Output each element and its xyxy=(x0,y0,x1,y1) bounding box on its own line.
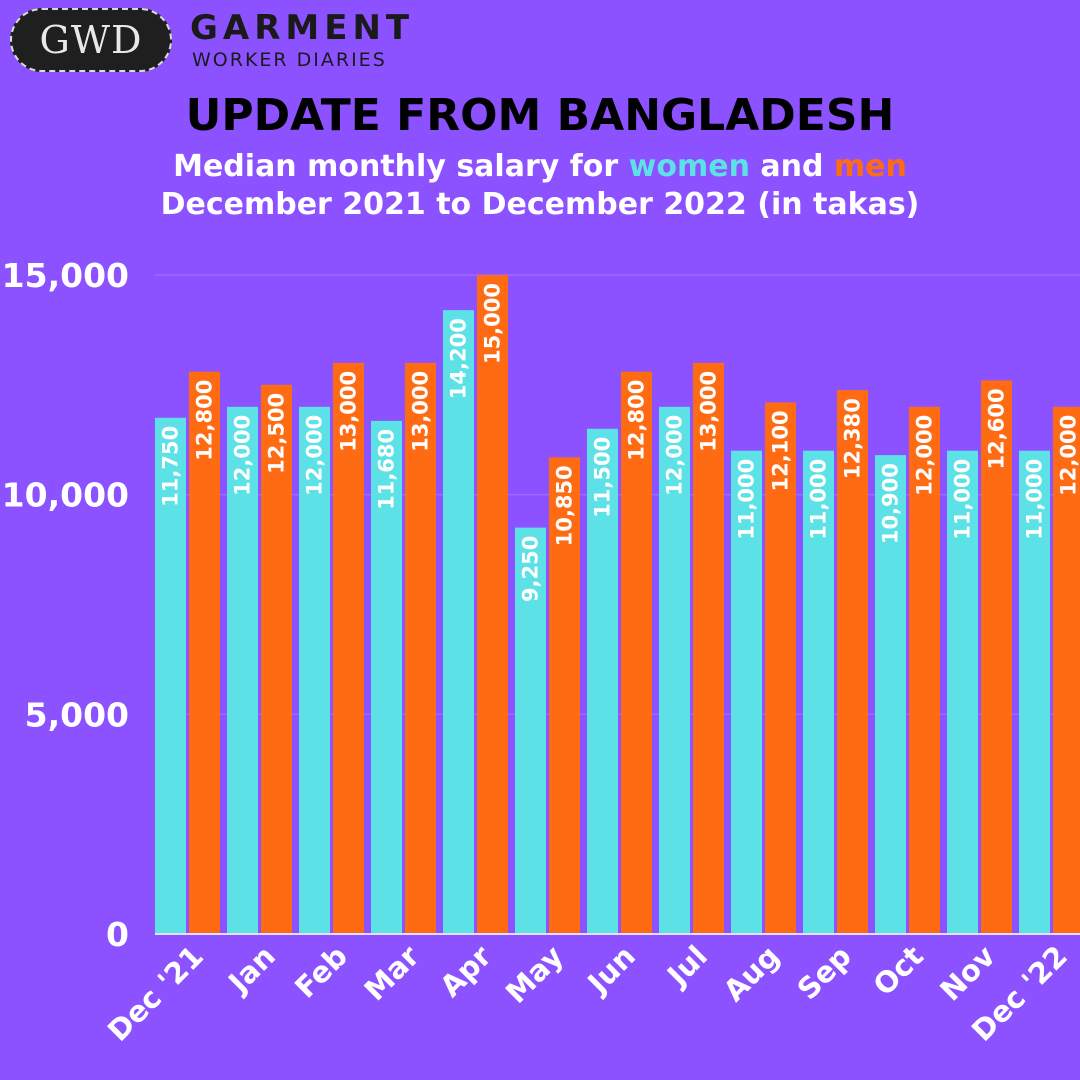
data-label-men: 13,000 xyxy=(337,371,361,452)
data-label-women: 11,500 xyxy=(591,437,615,518)
x-tick-label: Jul xyxy=(659,939,714,994)
brand-name: GARMENT xyxy=(190,8,415,48)
subtitle-line-1: Median monthly salary for women and men xyxy=(0,148,1080,186)
bar-men xyxy=(261,384,292,934)
x-tick-label: Dec '21 xyxy=(101,939,210,1048)
x-tick-label: May xyxy=(499,939,570,1010)
bar-women xyxy=(371,420,402,935)
data-label-women: 11,750 xyxy=(159,426,183,507)
data-label-men: 12,600 xyxy=(985,388,1009,469)
data-label-women: 10,900 xyxy=(879,463,903,544)
x-tick-label: Apr xyxy=(433,938,498,1003)
bar-women xyxy=(443,310,474,934)
page-headline: UPDATE FROM BANGLADESH xyxy=(185,90,895,141)
bar-women xyxy=(515,527,546,934)
subtitle-prefix: Median monthly salary for xyxy=(173,149,629,184)
bar-women xyxy=(227,406,258,934)
brand-subname: WORKER DIARIES xyxy=(192,49,387,71)
data-label-women: 12,000 xyxy=(663,415,687,496)
data-label-men: 12,100 xyxy=(769,410,793,491)
y-tick-label: 5,000 xyxy=(25,695,129,734)
logo-text: GWD xyxy=(39,18,143,62)
data-label-men: 12,800 xyxy=(625,380,649,461)
data-label-women: 11,000 xyxy=(1023,459,1047,540)
bar-men xyxy=(765,402,796,934)
data-label-men: 10,850 xyxy=(553,465,577,546)
bar-men xyxy=(189,371,220,934)
data-label-men: 13,000 xyxy=(409,371,433,452)
data-label-men: 15,000 xyxy=(481,283,505,364)
data-label-women: 11,000 xyxy=(951,459,975,540)
bar-men xyxy=(909,406,940,934)
x-tick-label: Sep xyxy=(791,939,858,1006)
legend-women: women xyxy=(628,149,750,184)
x-tick-label: Jan xyxy=(220,939,282,1001)
bar-men xyxy=(1053,406,1080,934)
data-label-women: 11,680 xyxy=(375,429,399,510)
bar-men xyxy=(693,362,724,934)
bar-women xyxy=(299,406,330,934)
data-label-men: 12,800 xyxy=(193,380,217,461)
x-tick-label: Jun xyxy=(580,939,642,1001)
bar-women xyxy=(659,406,690,934)
data-label-men: 12,500 xyxy=(265,393,289,474)
x-tick-label: Feb xyxy=(288,939,354,1005)
bar-men xyxy=(405,362,436,934)
bar-women xyxy=(947,450,978,934)
bar-women xyxy=(587,428,618,934)
y-tick-label: 10,000 xyxy=(2,476,129,515)
subtitle-line-2: December 2021 to December 2022 (in takas… xyxy=(160,187,920,222)
data-label-women: 14,200 xyxy=(447,318,471,399)
data-label-men: 13,000 xyxy=(697,371,721,452)
x-tick-label: Aug xyxy=(717,939,786,1008)
bar-men xyxy=(333,362,364,934)
bar-men xyxy=(549,457,580,934)
y-tick-label: 15,000 xyxy=(2,256,129,295)
subtitle-middle: and xyxy=(749,149,834,184)
x-tick-label: Mar xyxy=(358,938,427,1007)
data-label-women: 12,000 xyxy=(231,415,255,496)
data-label-women: 11,000 xyxy=(735,459,759,540)
data-label-men: 12,000 xyxy=(913,415,937,496)
data-label-men: 12,000 xyxy=(1057,415,1080,496)
gwd-logo: GWD xyxy=(10,8,172,72)
bar-women xyxy=(155,417,186,934)
bar-women xyxy=(803,450,834,934)
bar-men xyxy=(981,380,1012,934)
bar-women xyxy=(1019,450,1050,934)
data-label-women: 12,000 xyxy=(303,415,327,496)
data-label-men: 12,380 xyxy=(841,398,865,479)
bar-men xyxy=(477,275,508,934)
y-tick-label: 0 xyxy=(106,915,129,954)
chart-subtitle: Median monthly salary for women and men … xyxy=(0,148,1080,224)
bar-men xyxy=(837,390,868,934)
data-label-women: 9,250 xyxy=(519,536,543,602)
bar-women xyxy=(875,455,906,934)
bar-women xyxy=(731,450,762,934)
x-tick-label: Oct xyxy=(867,939,931,1003)
bar-men xyxy=(621,371,652,934)
data-label-women: 11,000 xyxy=(807,459,831,540)
legend-men: men xyxy=(833,149,907,184)
